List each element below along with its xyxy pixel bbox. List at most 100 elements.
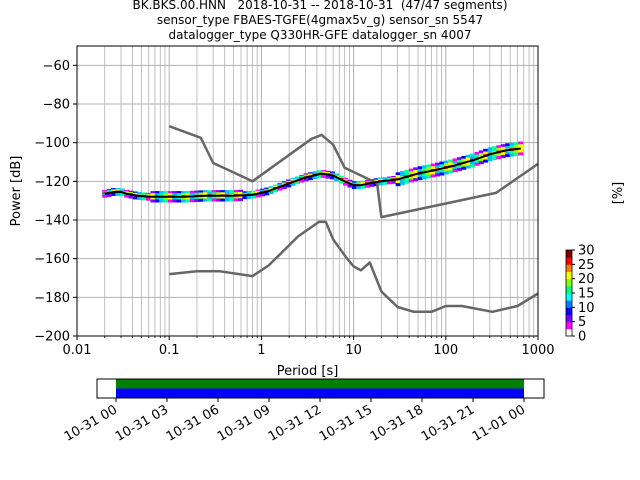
median-line	[104, 147, 521, 198]
colorbar-segment	[566, 307, 572, 315]
density-cell	[150, 191, 156, 195]
density-cell	[233, 196, 239, 200]
colorbar-segment	[566, 321, 572, 330]
density-cell	[176, 193, 182, 197]
density-cell	[386, 181, 392, 185]
x-tick-label: 0.01	[63, 343, 92, 358]
density-cell	[207, 192, 213, 196]
density-cell	[172, 197, 178, 201]
density-cell	[172, 199, 178, 203]
y-tick-label: −200	[34, 330, 70, 345]
density-cell	[448, 167, 454, 171]
density-cell	[496, 145, 502, 149]
density-cell	[224, 198, 230, 202]
density-cell	[194, 198, 200, 202]
y-tick-label: −100	[34, 136, 70, 151]
density-cell	[518, 149, 524, 153]
density-cell	[159, 197, 165, 201]
probability-density-marks	[102, 141, 524, 203]
density-cell	[356, 186, 362, 190]
density-cell	[224, 196, 230, 200]
density-cell	[202, 196, 208, 200]
density-cell	[172, 191, 178, 195]
density-cell	[509, 145, 515, 149]
density-cell	[294, 181, 300, 185]
time-tick-label: 10-31 12	[266, 402, 324, 444]
density-cell	[509, 153, 515, 157]
grid-lines	[76, 46, 538, 337]
density-cell	[163, 199, 169, 203]
density-cell	[238, 198, 244, 202]
density-cell	[321, 174, 327, 178]
density-cell	[220, 198, 226, 202]
density-cell	[124, 194, 130, 198]
density-cell	[277, 187, 283, 191]
density-cell	[430, 163, 436, 167]
time-coverage-band	[116, 379, 524, 389]
x-tick-label: 0.1	[159, 343, 180, 358]
density-cell	[413, 175, 419, 179]
density-cell	[404, 169, 410, 173]
colorbar-segment	[566, 271, 572, 280]
colorbar-tick-label: 30	[578, 244, 595, 259]
density-cell	[347, 184, 353, 188]
y-axis-label: Power [dB]	[9, 156, 24, 227]
density-cell	[198, 190, 204, 194]
density-cell	[286, 184, 292, 188]
density-cell	[238, 196, 244, 200]
density-cell	[198, 196, 204, 200]
density-cell	[421, 165, 427, 169]
density-cell	[518, 141, 524, 145]
density-cell	[435, 165, 441, 169]
colorbar-tick-label: 15	[578, 287, 595, 302]
density-cell	[181, 197, 187, 201]
colorbar-tick-label: 10	[578, 301, 595, 316]
density-cell	[487, 158, 493, 162]
time-tick-label: 10-31 00	[62, 402, 120, 444]
density-cell	[426, 172, 432, 176]
density-cell	[268, 190, 274, 194]
density-cell	[513, 144, 519, 148]
density-cell	[167, 199, 173, 203]
density-cell	[474, 162, 480, 166]
density-cell	[176, 199, 182, 203]
density-cell	[426, 167, 432, 171]
density-cell	[448, 170, 454, 174]
density-cell	[483, 151, 489, 155]
density-cell	[413, 178, 419, 182]
density-cell	[448, 162, 454, 166]
density-cell	[491, 148, 497, 152]
density-cell	[404, 180, 410, 184]
density-cell	[439, 161, 445, 165]
density-cell	[290, 182, 296, 186]
density-cell	[216, 198, 222, 202]
density-cell	[408, 176, 414, 180]
density-cell	[128, 195, 134, 199]
density-cell	[106, 193, 112, 197]
density-cell	[505, 143, 511, 147]
y-tick-label: −120	[34, 175, 70, 190]
density-cell	[461, 155, 467, 159]
density-cell	[478, 150, 484, 154]
density-cell	[426, 175, 432, 179]
noise-model-lines	[104, 125, 539, 314]
density-cell	[242, 196, 248, 200]
density-cell	[308, 177, 314, 181]
density-cell	[417, 174, 423, 178]
density-cell	[465, 162, 471, 166]
density-cell	[421, 168, 427, 172]
density-cell	[461, 158, 467, 162]
density-cell	[417, 168, 423, 172]
density-cell	[456, 167, 462, 171]
colorbar-segment	[566, 300, 572, 308]
density-cell	[198, 198, 204, 202]
density-cell	[329, 176, 335, 180]
density-cell	[456, 165, 462, 169]
density-cell	[176, 191, 182, 195]
density-cell	[491, 146, 497, 150]
density-cell	[216, 192, 222, 196]
density-cell	[181, 191, 187, 195]
density-cell	[119, 193, 125, 197]
density-cell	[452, 161, 458, 165]
